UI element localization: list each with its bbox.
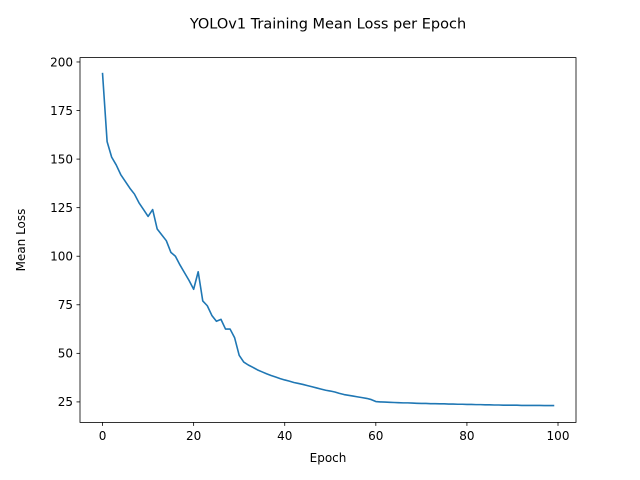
x-tick-label: 0 <box>99 429 107 443</box>
x-axis-ticks: 0 20 40 60 80 100 <box>99 422 570 443</box>
x-axis-label: Epoch <box>310 451 347 465</box>
y-tick-label: 75 <box>58 298 73 312</box>
x-tick-label: 100 <box>547 429 570 443</box>
plot-frame <box>79 57 577 423</box>
x-tick-label: 60 <box>368 429 383 443</box>
y-axis-label: Mean Loss <box>14 209 28 272</box>
series-line <box>101 72 555 407</box>
x-tick-label: 40 <box>277 429 292 443</box>
series-layer <box>101 72 555 407</box>
y-tick-label: 25 <box>58 395 73 409</box>
y-tick-label: 125 <box>50 201 73 215</box>
y-tick-label: 50 <box>58 347 73 361</box>
y-tick-label: 175 <box>50 104 73 118</box>
x-tick-label: 20 <box>186 429 201 443</box>
x-tick-label: 80 <box>459 429 474 443</box>
y-tick-label: 150 <box>50 152 73 166</box>
y-axis-ticks: 25 50 75 100 125 150 175 200 <box>50 55 80 409</box>
y-tick-label: 200 <box>50 55 73 69</box>
chart-title: YOLOv1 Training Mean Loss per Epoch <box>189 17 466 33</box>
y-tick-label: 100 <box>50 250 73 264</box>
